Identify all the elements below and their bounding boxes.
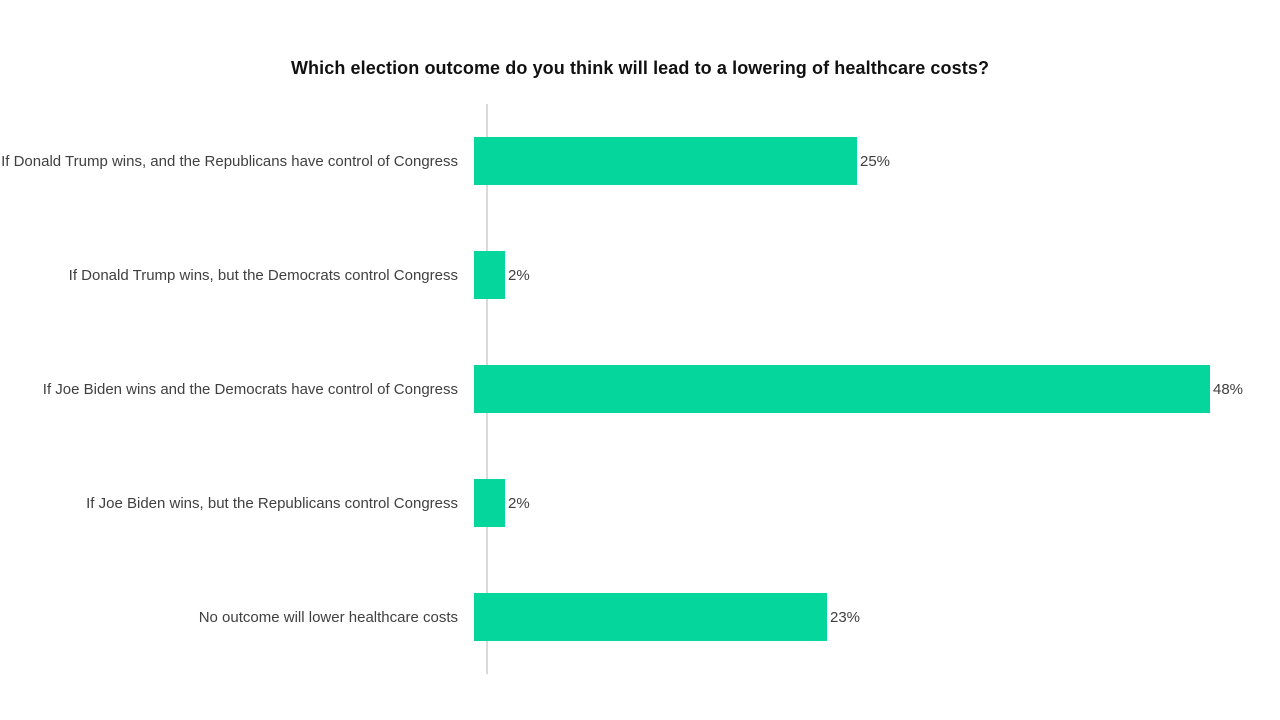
bar-row: If Joe Biden wins, but the Republicans c…	[0, 446, 1280, 560]
bar	[474, 479, 505, 527]
value-label: 2%	[508, 494, 530, 512]
bar	[474, 137, 857, 185]
bar-row: If Joe Biden wins and the Democrats have…	[0, 332, 1280, 446]
bar-row: If Donald Trump wins, and the Republican…	[0, 104, 1280, 218]
bar-track: 2%	[472, 218, 1280, 332]
category-label: If Joe Biden wins and the Democrats have…	[42, 380, 458, 398]
value-label: 25%	[860, 152, 891, 170]
bar	[474, 251, 505, 299]
bar-row: No outcome will lower healthcare costs 2…	[0, 560, 1280, 674]
category-label: No outcome will lower healthcare costs	[198, 608, 458, 626]
bar	[474, 365, 1210, 413]
bar-track: 25%	[472, 104, 1280, 218]
bar-row: If Donald Trump wins, but the Democrats …	[0, 218, 1280, 332]
category-label: If Donald Trump wins, but the Democrats …	[68, 266, 458, 284]
category-label: If Donald Trump wins, and the Republican…	[1, 152, 458, 170]
value-label: 48%	[1213, 380, 1244, 398]
bar-track: 48%	[472, 332, 1280, 446]
bar-chart: Which election outcome do you think will…	[0, 56, 1280, 720]
category-label: If Joe Biden wins, but the Republicans c…	[86, 494, 458, 512]
bar	[474, 593, 827, 641]
bar-track: 23%	[472, 560, 1280, 674]
value-label: 2%	[508, 266, 530, 284]
value-label: 23%	[830, 608, 861, 626]
plot-area: If Donald Trump wins, and the Republican…	[0, 104, 1280, 674]
bar-track: 2%	[472, 446, 1280, 560]
chart-title: Which election outcome do you think will…	[290, 58, 990, 78]
